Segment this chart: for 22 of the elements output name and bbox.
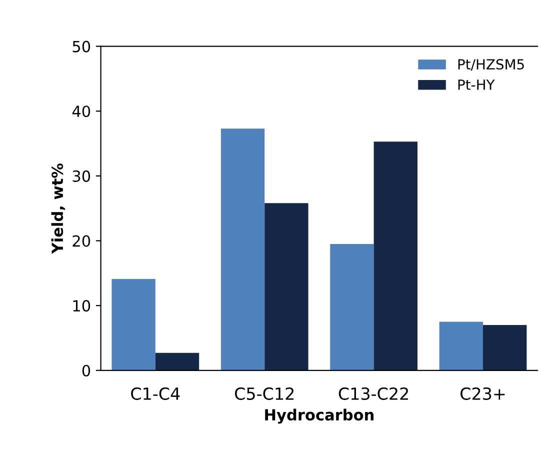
y-tick-label: 40 xyxy=(72,106,90,118)
x-tick-label: C23+ xyxy=(460,387,505,400)
bar xyxy=(264,203,308,370)
x-tick-label: C5-C12 xyxy=(234,387,294,400)
x-tick-label: C1-C4 xyxy=(131,387,180,400)
legend-label: Pt-HY xyxy=(458,80,495,90)
bar xyxy=(155,352,200,370)
y-tick-label: 0 xyxy=(82,364,90,376)
y-tick-label: 10 xyxy=(73,300,90,312)
x-tick-label: C13-C22 xyxy=(338,387,408,400)
bar xyxy=(330,244,374,370)
y-axis-title: Yield, wt% xyxy=(51,163,66,254)
bar xyxy=(483,325,527,370)
bar xyxy=(439,322,483,370)
x-axis-title: Hydrocarbon xyxy=(265,408,374,424)
legend-label: Pt/HZSM5 xyxy=(458,59,524,71)
bar xyxy=(220,128,265,370)
bar xyxy=(374,142,418,370)
y-tick-label: 20 xyxy=(72,235,90,247)
y-tick-label: 50 xyxy=(72,40,90,52)
y-tick-label: 30 xyxy=(72,170,90,182)
bar xyxy=(112,279,156,370)
